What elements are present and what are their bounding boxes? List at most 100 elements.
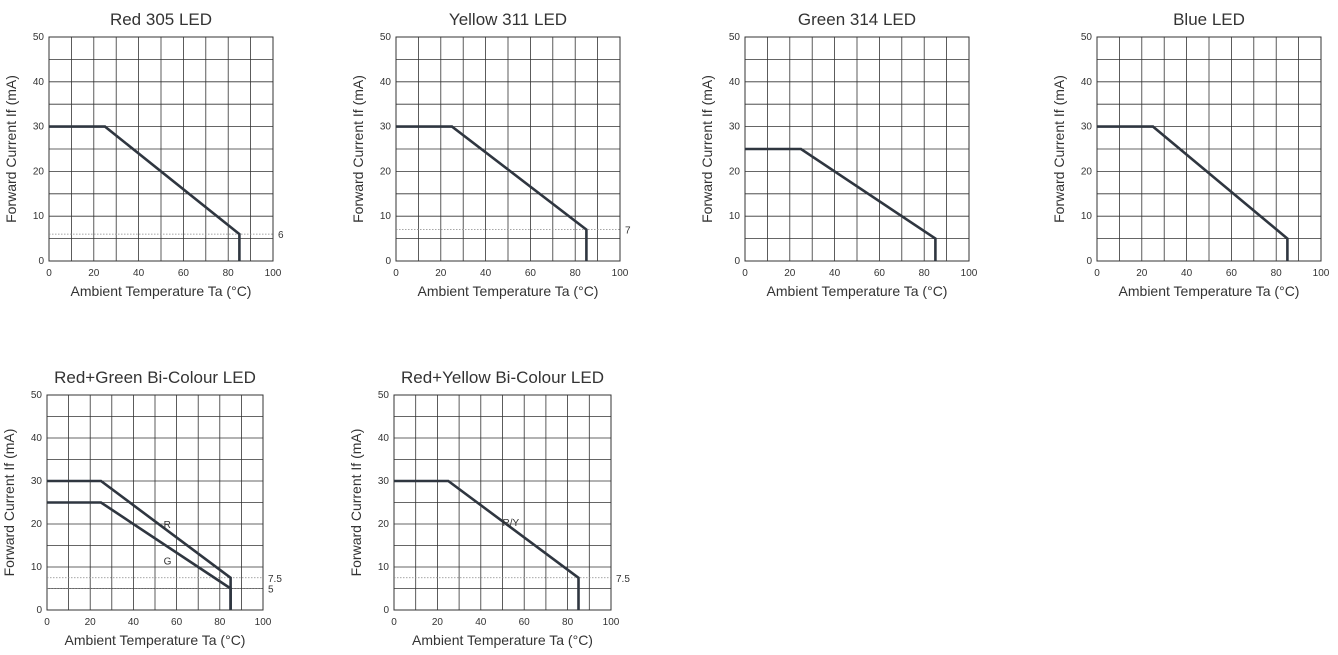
curve-label: R	[164, 520, 171, 531]
curve-label: G	[164, 557, 172, 568]
y-tick-label: 10	[1081, 211, 1093, 222]
y-tick-label: 30	[380, 122, 392, 133]
y-axis-label: Forward Current If (mA)	[699, 75, 715, 223]
y-tick-label: 10	[729, 211, 741, 222]
y-tick-label: 50	[31, 390, 43, 401]
x-tick-label: 100	[603, 617, 620, 628]
x-tick-label: 0	[393, 268, 399, 279]
x-axis-label: Ambient Temperature Ta (°C)	[65, 632, 246, 648]
y-axis-label: Forward Current If (mA)	[1051, 75, 1067, 223]
x-tick-label: 80	[919, 268, 931, 279]
chart-title: Blue LED	[1173, 10, 1245, 29]
x-tick-label: 60	[519, 617, 531, 628]
x-tick-label: 40	[128, 617, 140, 628]
x-tick-label: 20	[435, 268, 447, 279]
y-tick-label: 50	[380, 32, 392, 43]
reference-label: 7	[625, 226, 631, 237]
x-axis-label: Ambient Temperature Ta (°C)	[767, 283, 948, 299]
chart-panel-4: 0 20 40 60 80 100 0 10 20 30 40 50 Blue LED Ambient T…	[1051, 10, 1330, 299]
x-tick-label: 40	[1181, 268, 1193, 279]
y-tick-label: 30	[31, 476, 43, 487]
x-tick-label: 80	[570, 268, 582, 279]
y-tick-label: 20	[1081, 166, 1093, 177]
y-tick-label: 0	[383, 605, 389, 616]
y-tick-label: 20	[31, 519, 43, 530]
chart-title: Red+Yellow Bi-Colour LED	[401, 368, 604, 387]
chart-title: Yellow 311 LED	[449, 10, 567, 29]
series-line-1	[745, 147, 937, 261]
y-tick-label: 0	[385, 256, 391, 267]
x-tick-label: 20	[432, 617, 444, 628]
chart-panel-3: 0 20 40 60 80 100 0 10 20 30 40 50 Green 314 LED Ambi…	[699, 10, 978, 299]
x-tick-label: 100	[1313, 268, 1330, 279]
series-line-2	[47, 501, 232, 610]
x-tick-label: 60	[178, 268, 190, 279]
x-axis-label: Ambient Temperature Ta (°C)	[1119, 283, 1300, 299]
y-tick-label: 50	[1081, 32, 1093, 43]
x-tick-label: 0	[1094, 268, 1100, 279]
y-tick-label: 20	[729, 166, 741, 177]
y-tick-label: 40	[33, 77, 45, 88]
y-tick-label: 20	[378, 519, 390, 530]
series-line-1	[396, 125, 588, 261]
y-tick-label: 10	[380, 211, 392, 222]
y-axis-label: Forward Current If (mA)	[350, 75, 366, 223]
plot-frame	[393, 394, 612, 611]
reference-label: 5	[268, 585, 274, 596]
y-tick-label: 40	[378, 433, 390, 444]
curve-label: R/Y	[503, 518, 520, 529]
y-tick-label: 20	[33, 166, 45, 177]
y-tick-label: 10	[31, 562, 43, 573]
x-tick-label: 80	[1271, 268, 1283, 279]
x-tick-label: 0	[742, 268, 748, 279]
x-tick-label: 20	[88, 268, 100, 279]
y-axis-label: Forward Current If (mA)	[1, 429, 17, 577]
y-tick-label: 40	[31, 433, 43, 444]
x-tick-label: 80	[562, 617, 574, 628]
chart-title: Red+Green Bi-Colour LED	[54, 368, 256, 387]
x-tick-label: 60	[874, 268, 886, 279]
series-line-1	[1097, 125, 1289, 261]
x-tick-label: 60	[171, 617, 183, 628]
x-tick-label: 40	[133, 268, 145, 279]
x-axis-label: Ambient Temperature Ta (°C)	[412, 632, 593, 648]
x-axis-label: Ambient Temperature Ta (°C)	[418, 283, 599, 299]
chart-title: Red 305 LED	[110, 10, 212, 29]
y-tick-label: 30	[33, 122, 45, 133]
y-tick-label: 50	[33, 32, 45, 43]
x-tick-label: 20	[85, 617, 97, 628]
x-tick-label: 40	[480, 268, 492, 279]
y-tick-label: 10	[33, 211, 45, 222]
plot-frame	[48, 36, 274, 262]
x-tick-label: 80	[223, 268, 235, 279]
x-tick-label: 40	[475, 617, 487, 628]
x-tick-label: 60	[525, 268, 537, 279]
y-tick-label: 30	[1081, 122, 1093, 133]
y-tick-label: 40	[380, 77, 392, 88]
y-tick-label: 50	[729, 32, 741, 43]
x-tick-label: 0	[391, 617, 397, 628]
x-tick-label: 20	[784, 268, 796, 279]
y-tick-label: 0	[734, 256, 740, 267]
x-tick-label: 100	[255, 617, 272, 628]
y-tick-label: 40	[729, 77, 741, 88]
plot-frame	[395, 36, 621, 262]
y-tick-label: 0	[1086, 256, 1092, 267]
x-tick-label: 0	[46, 268, 52, 279]
reference-label: 7.5	[268, 574, 282, 585]
reference-label: 6	[278, 230, 284, 241]
y-axis-label: Forward Current If (mA)	[348, 429, 364, 577]
y-tick-label: 40	[1081, 77, 1093, 88]
x-tick-label: 20	[1136, 268, 1148, 279]
y-tick-label: 10	[378, 562, 390, 573]
x-tick-label: 40	[829, 268, 841, 279]
y-tick-label: 0	[36, 605, 42, 616]
plot-frame	[1096, 36, 1322, 262]
chart-panel-5: 7.55 R G 0 20 40 60 80 100 0 10 20 30 40 50 Red+Green B…	[1, 368, 282, 648]
x-tick-label: 100	[265, 268, 282, 279]
series-line-1	[49, 125, 241, 261]
x-axis-label: Ambient Temperature Ta (°C)	[71, 283, 252, 299]
chart-panel-2: 7 0 20 40 60 80 100 0 10 20 30 40 50 Yellow 311 LED Am…	[350, 10, 631, 299]
y-tick-label: 30	[729, 122, 741, 133]
